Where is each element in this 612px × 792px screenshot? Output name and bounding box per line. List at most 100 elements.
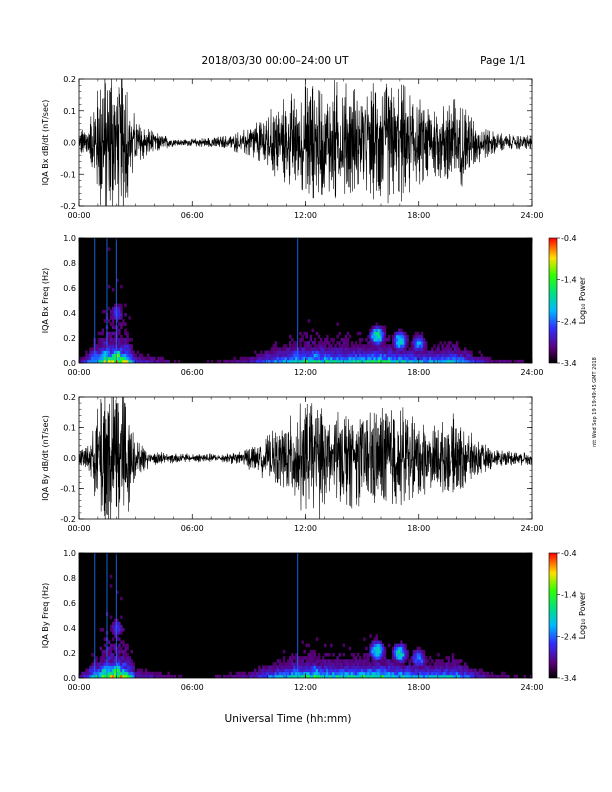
spectrogram-cell: [319, 338, 323, 342]
spectrogram-cell: [326, 350, 329, 355]
spectrogram-cell: [470, 353, 473, 358]
spectrogram-cell: [472, 674, 475, 678]
spectrogram-cell: [116, 334, 119, 339]
spectrogram-cell: [391, 649, 395, 654]
spectrogram-cell: [377, 338, 381, 342]
spectrogram-cell: [313, 344, 317, 348]
spectrogram-cell: [149, 359, 152, 363]
spectrogram-cell: [291, 338, 294, 342]
spectrogram-cell: [254, 668, 257, 673]
spectrogram-cell: [439, 350, 442, 355]
spectrogram-cell: [342, 341, 346, 345]
spectrogram-cell: [305, 344, 308, 348]
spectrogram-cell: [99, 344, 103, 348]
spectrogram-cell: [83, 671, 86, 676]
spectrogram-cell: [109, 341, 113, 345]
spectrogram-cell: [291, 671, 294, 676]
spectrogram-cell: [470, 671, 473, 676]
spectrogram-cell: [114, 306, 117, 311]
spectrogram-cell: [332, 353, 335, 358]
spectrogram-cell: [447, 674, 451, 678]
spectrogram-cell: [369, 331, 372, 336]
spectrogram-cell: [379, 656, 383, 660]
spectrogram-cell: [441, 344, 444, 348]
spectrogram-cell: [330, 662, 333, 666]
spectrogram-cell: [394, 668, 397, 673]
spectrogram-cell: [375, 341, 378, 345]
spectrogram-cell: [412, 662, 416, 666]
spectrogram-cell: [466, 356, 469, 361]
spectrogram-cell: [260, 668, 263, 673]
spectrogram-cell: [410, 350, 413, 355]
spectrogram-cell: [385, 659, 389, 663]
spectrogram-cell: [375, 634, 378, 638]
spectrogram-cell: [114, 662, 117, 666]
x-tick-label: 06:00: [181, 368, 204, 377]
spectrogram-cell: [330, 643, 333, 648]
spectrogram-cell: [297, 656, 300, 660]
spectrogram-cell: [449, 359, 453, 363]
spectrogram-cell: [402, 649, 405, 654]
spectrogram-cell: [344, 350, 348, 355]
spectrogram-cell: [394, 334, 397, 339]
spectrogram-cell: [303, 356, 306, 361]
spectrogram-cell: [103, 353, 107, 358]
spectrogram-cell: [155, 674, 158, 678]
spectrogram-cell: [363, 665, 366, 670]
spectrogram-cell: [297, 353, 300, 358]
spectrogram-cell: [340, 353, 343, 358]
spectrogram-cell: [342, 674, 346, 678]
spectrogram-cell: [315, 659, 319, 663]
spectrogram-cell: [503, 359, 506, 363]
spectrogram-cell: [85, 350, 88, 355]
spectrogram-cell: [313, 353, 317, 358]
spectrogram-cell: [379, 325, 383, 330]
spectrogram-cell: [375, 637, 378, 641]
spectrogram-cell: [387, 347, 391, 351]
spectrogram-cell: [398, 649, 401, 654]
spectrogram-cell: [375, 338, 378, 342]
spectrogram-cell: [107, 338, 111, 342]
spectrogram-cell: [356, 671, 360, 676]
spectrogram-cell: [441, 353, 444, 358]
spectrogram-cell: [254, 674, 257, 678]
spectrogram-cell: [116, 341, 119, 345]
spectrogram-cell: [350, 662, 354, 666]
spectrogram-cell: [321, 353, 325, 358]
spectrogram-cell: [132, 353, 135, 358]
spectrogram-cell: [97, 341, 100, 345]
spectrogram-cell: [299, 347, 302, 351]
spectrogram-cell: [367, 350, 370, 355]
spectrogram-cell: [414, 353, 418, 358]
spectrogram-cell: [354, 668, 358, 673]
spectrogram-cell: [503, 671, 506, 676]
x-tick-label: 12:00: [294, 368, 317, 377]
spectrogram-cell: [503, 674, 506, 678]
spectrogram-cell: [328, 665, 331, 670]
spectrogram-cell: [307, 653, 311, 657]
spectrogram-cell: [114, 674, 117, 678]
spectrogram-cell: [116, 353, 119, 358]
x-tick-label: 24:00: [520, 211, 543, 220]
x-tick-label: 12:00: [294, 524, 317, 533]
spectrogram-cell: [103, 356, 107, 361]
spectrogram-cell: [398, 646, 401, 651]
spectrogram-cell: [356, 659, 360, 663]
spectrogram-cell: [441, 662, 444, 666]
spectrogram-cell: [441, 347, 444, 351]
spectrogram-cell: [151, 674, 154, 678]
spectrogram-cell: [490, 671, 494, 676]
spectrogram-cell: [328, 668, 331, 673]
spectrogram-cell: [369, 350, 372, 355]
spectrogram-cell: [350, 353, 354, 358]
spectrogram-cell: [303, 347, 306, 351]
spectrogram-cell: [470, 668, 473, 673]
spectrogram-cell: [278, 350, 282, 355]
spectrogram-cell: [103, 665, 107, 670]
spectrogram-cell: [412, 656, 416, 660]
spectrogram-cell: [373, 341, 376, 345]
spectrogram-cell: [416, 662, 420, 666]
spectrogram-cell: [381, 662, 385, 666]
spectrogram-cell: [264, 668, 267, 673]
spectrogram-cell: [435, 359, 438, 363]
